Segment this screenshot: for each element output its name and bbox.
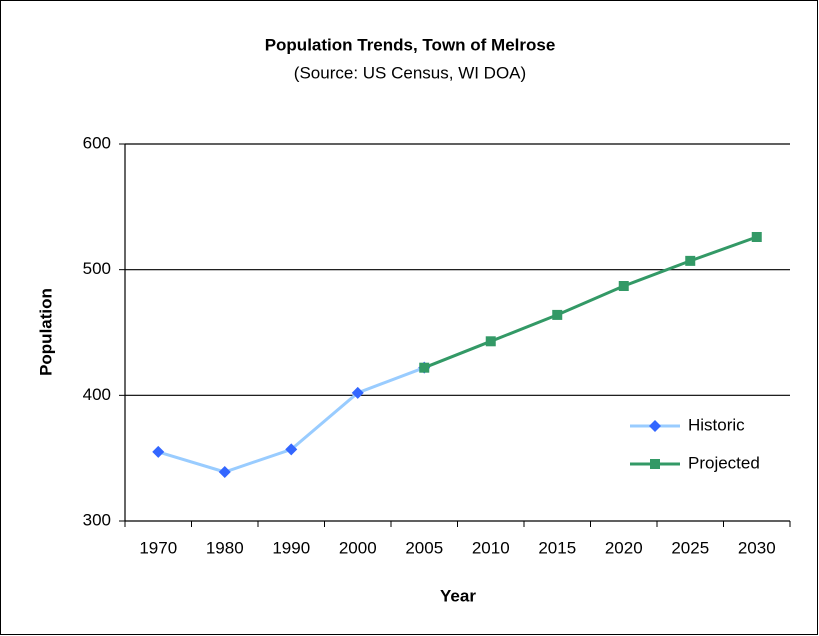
data-point bbox=[485, 336, 496, 347]
y-tick-label: 600 bbox=[83, 133, 111, 152]
legend-label: Historic bbox=[688, 415, 745, 434]
series-line bbox=[423, 235, 758, 370]
x-tick-label: 2020 bbox=[605, 538, 643, 557]
data-point bbox=[218, 465, 231, 478]
data-point bbox=[152, 445, 165, 458]
y-tick-label: 300 bbox=[83, 510, 111, 529]
y-tick-label: 400 bbox=[83, 385, 111, 404]
x-tick-label: 2030 bbox=[738, 538, 776, 557]
x-tick-label: 1970 bbox=[139, 538, 177, 557]
x-axis-title: Year bbox=[440, 586, 476, 605]
chart-subtitle: (Source: US Census, WI DOA) bbox=[294, 63, 526, 82]
data-point bbox=[751, 231, 762, 242]
x-tick-label: 2015 bbox=[538, 538, 576, 557]
data-point bbox=[285, 443, 298, 456]
y-axis-title: Population bbox=[36, 288, 55, 376]
x-tick-label: 1980 bbox=[206, 538, 244, 557]
x-tick-label: 2005 bbox=[405, 538, 443, 557]
chart-title: Population Trends, Town of Melrose bbox=[265, 35, 556, 54]
data-point bbox=[419, 362, 430, 373]
legend-marker bbox=[650, 459, 660, 469]
data-point bbox=[351, 386, 364, 399]
y-tick-label: 500 bbox=[83, 259, 111, 278]
x-tick-label: 1990 bbox=[272, 538, 310, 557]
legend-marker bbox=[649, 420, 661, 432]
data-point bbox=[618, 281, 629, 292]
data-point bbox=[685, 255, 696, 266]
x-tick-label: 2000 bbox=[339, 538, 377, 557]
data-point bbox=[552, 309, 563, 320]
x-tick-label: 2025 bbox=[671, 538, 709, 557]
x-tick-label: 2010 bbox=[472, 538, 510, 557]
legend-label: Projected bbox=[688, 453, 760, 472]
